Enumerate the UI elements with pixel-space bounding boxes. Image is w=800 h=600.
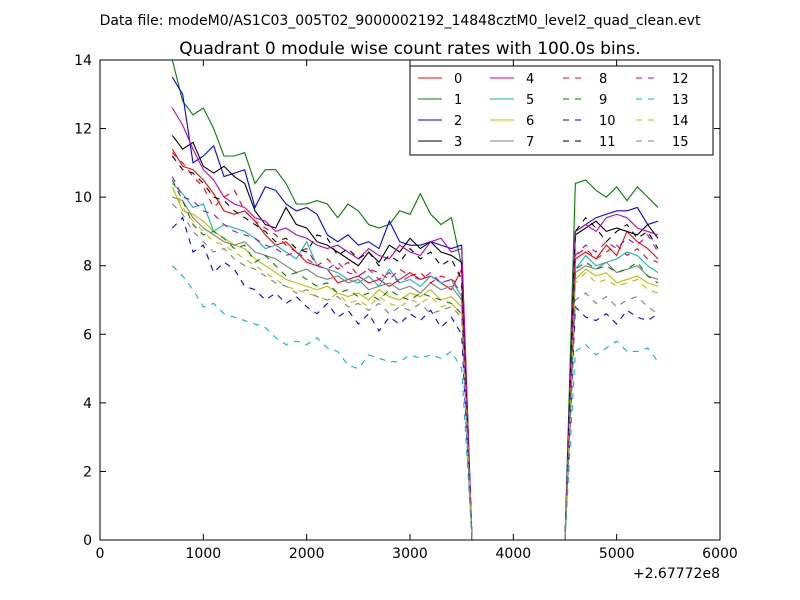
y-tick-label: 14 (74, 53, 92, 69)
y-tick-label: 0 (83, 533, 92, 549)
legend-label-0: 0 (454, 72, 462, 87)
series-line-13 (171, 265, 659, 540)
legend-label-8: 8 (599, 72, 607, 87)
series-line-10 (171, 216, 659, 540)
y-tick-label: 6 (83, 327, 92, 343)
legend-label-12: 12 (672, 72, 689, 87)
legend-label-7: 7 (526, 135, 534, 150)
series-line-5 (171, 183, 659, 540)
series-line-6 (171, 186, 659, 540)
series-line-3 (171, 135, 659, 540)
legend-label-2: 2 (454, 114, 462, 129)
legend-label-10: 10 (599, 114, 616, 129)
y-tick-label: 10 (74, 190, 92, 206)
x-tick-label: 5000 (599, 546, 635, 562)
series-line-8 (171, 152, 659, 540)
series-line-14 (171, 186, 659, 540)
legend-frame (409, 65, 714, 156)
series-line-11 (171, 155, 659, 540)
x-tick-label: 1000 (186, 546, 222, 562)
legend-label-9: 9 (599, 93, 607, 108)
legend-label-4: 4 (526, 72, 534, 87)
y-tick-label: 2 (83, 464, 92, 480)
legend-label-14: 14 (672, 114, 689, 129)
legend-label-3: 3 (454, 135, 462, 150)
series-line-15 (171, 203, 659, 540)
x-tick-label: 3000 (392, 546, 428, 562)
y-tick-label: 4 (83, 396, 92, 412)
series-layer (171, 60, 659, 540)
y-tick-label: 8 (83, 259, 92, 275)
series-line-1 (171, 60, 659, 540)
series-line-12 (171, 176, 659, 540)
series-line-4 (171, 107, 659, 540)
series-line-9 (171, 179, 659, 540)
series-line-7 (172, 196, 659, 540)
y-tick-label: 12 (74, 122, 92, 138)
series-line-0 (171, 148, 659, 540)
x-tick-label: 0 (96, 546, 105, 562)
x-tick-label: 4000 (496, 546, 532, 562)
chart-title: Quadrant 0 module wise count rates with … (179, 39, 640, 59)
legend-label-6: 6 (526, 114, 534, 129)
legend-label-15: 15 (672, 135, 689, 150)
legend-label-13: 13 (672, 93, 689, 108)
x-offset-label: +2.67772e8 (633, 566, 720, 582)
legend-label-5: 5 (526, 93, 534, 108)
x-tick-label: 2000 (289, 546, 325, 562)
legend-label-1: 1 (454, 93, 462, 108)
x-tick-label: 6000 (702, 546, 738, 562)
figure-suptitle: Data file: modeM0/AS1C03_005T02_90000021… (100, 13, 701, 29)
legend-label-11: 11 (599, 135, 616, 150)
